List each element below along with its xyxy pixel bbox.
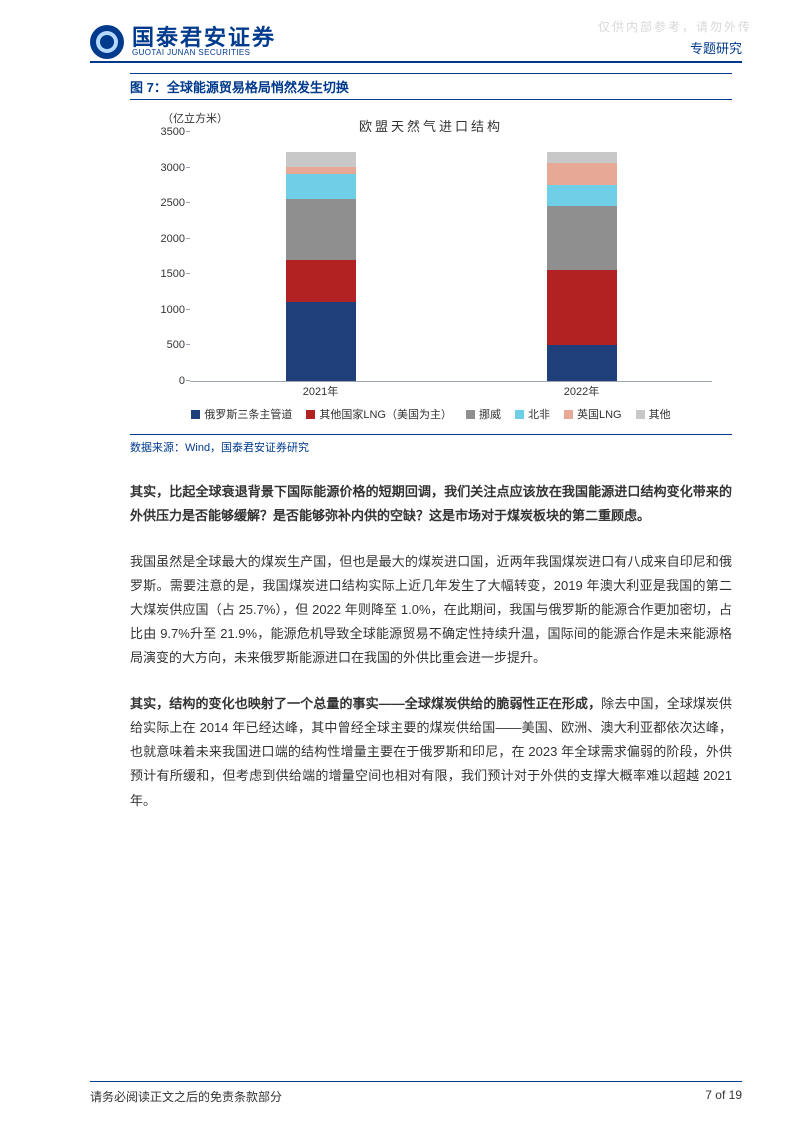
y-tick-label: 0 [150,375,185,387]
paragraph-3-rest: 除去中国，全球煤炭供给实际上在 2014 年已经达峰，其中曾经全球主要的煤炭供给… [130,696,732,807]
legend-label: 俄罗斯三条主管道 [204,406,292,422]
bar-segment [547,206,617,270]
y-tick-label: 500 [150,339,185,351]
chart-caption-row: 图 7：全球能源贸易格局悄然发生切换 [130,73,732,100]
paragraph-3-bold: 其实，结构的变化也映射了一个总量的事实——全球煤炭供给的脆弱性正在形成， [130,696,601,711]
logo-block: 国泰君安证券 GUOTAI JUNAN SECURITIES [90,25,276,59]
legend-label: 挪威 [479,406,501,422]
footer-page-number: 7 of 19 [705,1088,742,1105]
y-tick-label: 2000 [150,233,185,245]
legend-swatch-icon [191,410,200,419]
bar-segment [286,199,356,260]
bar-segment [286,167,356,174]
legend-item: 其他国家LNG（美国为主） [306,406,452,422]
legend-item: 其他 [636,406,671,422]
legend-swatch-icon [306,410,315,419]
x-tick-label: 2022年 [564,383,599,399]
company-logo-icon [90,25,124,59]
chart-source-row: 数据来源：Wind，国泰君安证券研究 [130,434,732,455]
page-footer: 请务必阅读正文之后的免责条款部分 7 of 19 [90,1081,742,1105]
legend-swatch-icon [564,410,573,419]
stacked-bar [286,152,356,381]
y-tick-label: 3500 [150,126,185,138]
watermark-text: 仅供内部参考，请勿外传 [598,18,752,35]
bar-segment [547,152,617,163]
header-category: 专题研究 [690,38,742,59]
y-tick-label: 3000 [150,162,185,174]
logo-text-en: GUOTAI JUNAN SECURITIES [132,49,276,57]
y-tick-label: 2500 [150,197,185,209]
legend-item: 北非 [515,406,550,422]
bar-segment [547,270,617,345]
legend-label: 北非 [528,406,550,422]
logo-text-cn: 国泰君安证券 [132,27,276,49]
bar-segment [286,302,356,381]
chart-legend: 俄罗斯三条主管道 其他国家LNG（美国为主） 挪威 北非 英国LNG 其他 [140,400,722,430]
chart-caption: 图 7：全球能源贸易格局悄然发生切换 [130,77,732,96]
bar-segment [547,345,617,381]
bar-segment [286,152,356,166]
legend-item: 挪威 [466,406,501,422]
paragraph-3: 其实，结构的变化也映射了一个总量的事实——全球煤炭供给的脆弱性正在形成，除去中国… [130,692,732,812]
bar-segment [547,185,617,206]
chart-plot-area: 05001000150020002500300035002021年2022年 [190,132,712,382]
legend-item: 俄罗斯三条主管道 [191,406,292,422]
y-tick-label: 1500 [150,268,185,280]
chart-container: （亿立方米） 欧盟天然气进口结构 05001000150020002500300… [130,106,732,434]
legend-swatch-icon [515,410,524,419]
legend-swatch-icon [636,410,645,419]
bar-segment [547,163,617,184]
footer-disclaimer: 请务必阅读正文之后的免责条款部分 [90,1088,282,1105]
bar-segment [286,260,356,303]
stacked-bar [547,152,617,381]
y-axis-unit: （亿立方米） [162,110,228,126]
legend-label: 其他 [649,406,671,422]
paragraph-2: 我国虽然是全球最大的煤炭生产国，但也是最大的煤炭进口国，近两年我国煤炭进口有八成… [130,550,732,670]
legend-label: 其他国家LNG（美国为主） [319,406,452,422]
legend-item: 英国LNG [564,406,622,422]
paragraph-1-bold: 其实，比起全球衰退背景下国际能源价格的短期回调，我们关注点应该放在我国能源进口结… [130,484,732,523]
paragraph-1: 其实，比起全球衰退背景下国际能源价格的短期回调，我们关注点应该放在我国能源进口结… [130,480,732,528]
chart-source: 数据来源：Wind，国泰君安证券研究 [130,439,732,455]
bar-segment [286,174,356,199]
legend-label: 英国LNG [577,406,622,422]
legend-swatch-icon [466,410,475,419]
x-tick-label: 2021年 [303,383,338,399]
y-tick-label: 1000 [150,304,185,316]
